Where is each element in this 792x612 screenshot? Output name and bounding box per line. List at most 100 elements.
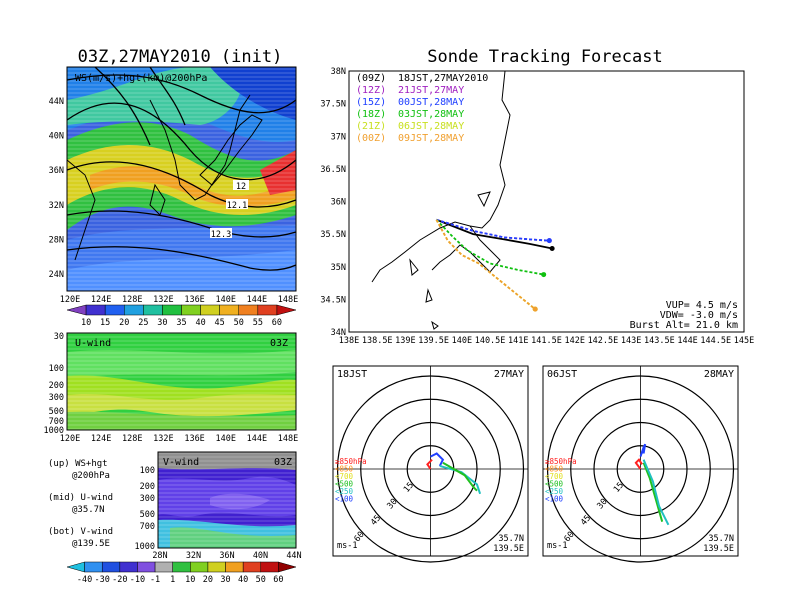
x-tick-label: 136E <box>184 434 204 444</box>
colorbar-swatch <box>257 304 278 316</box>
colorbar-swatch <box>124 304 144 316</box>
y-tick-label: 37.5N <box>320 100 346 110</box>
hodograph-trace <box>426 458 433 470</box>
x-tick-label: 142.5E <box>588 336 619 346</box>
x-tick-label: 40N <box>253 551 268 561</box>
y-tick-label: 36.5N <box>320 165 346 175</box>
x-tick-label: 128E <box>122 295 142 305</box>
legend-code: (12Z) <box>356 85 386 96</box>
level-legend-item: <250 <box>335 487 354 496</box>
v-wind-x-axis: 28N 32N 36N 40N 44N <box>152 551 301 561</box>
colorbar-swatch <box>66 304 87 316</box>
track-line <box>436 218 550 242</box>
hodograph-time: 06JST <box>547 369 577 380</box>
y-tick-label: 200 <box>140 482 155 492</box>
x-tick-label: 124E <box>91 295 111 305</box>
vup-annotation: VUP= 4.5 m/s <box>666 300 738 311</box>
note-up-2: @200hPa <box>72 471 110 481</box>
colorbar-tick-label: -30 <box>95 575 110 585</box>
track-endpoint <box>546 238 552 244</box>
level-legend-item: <250 <box>545 487 564 496</box>
y-tick-label: 36N <box>49 166 64 176</box>
x-tick-label: 143E <box>621 336 641 346</box>
v-wind-section <box>157 451 297 549</box>
y-tick-label: 34N <box>331 328 346 338</box>
colorbar-tick-label: 20 <box>119 318 129 328</box>
map-y-axis: 24N 28N 32N 36N 40N 44N <box>49 97 64 280</box>
y-tick-label: 100 <box>49 364 64 374</box>
y-tick-label: 34.5N <box>320 295 346 305</box>
map-x-axis: 120E 124E 128E 132E 136E 140E 144E 148E <box>60 295 298 305</box>
colorbar-swatch <box>143 304 163 316</box>
windspeed-colorbar: 10 15 20 25 30 35 40 45 50 55 60 <box>66 304 297 328</box>
colorbar-tick-label: 60 <box>272 318 282 328</box>
colorbar-swatch <box>172 561 191 573</box>
colorbar-tick-label: 50 <box>256 575 266 585</box>
wind-colorbar: -40 -30 -20 -10 -1 1 10 20 30 40 50 60 <box>66 561 297 585</box>
track-endpoint <box>532 306 538 312</box>
x-tick-label: 124E <box>91 434 111 444</box>
x-tick-label: 139E <box>395 336 415 346</box>
colorbar-tick-label: 20 <box>203 575 213 585</box>
x-tick-label: 32N <box>186 551 201 561</box>
level-legend-item: <850 <box>545 465 564 474</box>
colorbar-swatch <box>219 304 240 316</box>
vdw-annotation: VDW= -3.0 m/s <box>660 310 738 321</box>
colorbar-tick-label: 40 <box>195 318 205 328</box>
colorbar-swatch <box>85 304 106 316</box>
map-title: 03Z,27MAY2010 (init) <box>78 47 283 67</box>
hodograph-units: ms-1 <box>547 541 567 551</box>
y-tick-label: 32N <box>49 201 64 211</box>
colorbar-swatch <box>162 304 182 316</box>
x-tick-label: 136E <box>184 295 204 305</box>
x-tick-label: 138.5E <box>362 336 393 346</box>
x-tick-label: 140E <box>215 295 235 305</box>
y-tick-label: 100 <box>140 466 155 476</box>
x-tick-label: 28N <box>152 551 167 561</box>
hodograph-date: 28MAY <box>704 369 734 380</box>
x-tick-label: 148E <box>278 295 298 305</box>
track-endpoint <box>549 245 555 251</box>
contour-label: 12.1 <box>227 201 247 211</box>
track-endpoint <box>541 272 547 278</box>
level-legend-item: <500 <box>335 480 354 489</box>
x-tick-label: 132E <box>153 434 173 444</box>
y-tick-label: 1000 <box>44 426 64 436</box>
colorbar-tick-label: 10 <box>185 575 195 585</box>
y-tick-label: 30 <box>54 332 64 342</box>
y-tick-label: 35.5N <box>320 230 346 240</box>
x-tick-label: 140E <box>452 336 472 346</box>
y-tick-label: 44N <box>49 97 64 107</box>
legend-label: 09JST,28MAY <box>398 133 464 144</box>
tracking-x-axis: 138E 138.5E 139E 139.5E 140E 140.5E 141E 141.5E… <box>339 336 754 346</box>
colorbar-swatch <box>207 561 226 573</box>
note-mid-2: @35.7N <box>72 505 105 515</box>
hodograph-trace <box>642 459 670 526</box>
hodograph-lat: 35.7N <box>498 534 524 544</box>
legend-label: 06JST,28MAY <box>398 121 464 132</box>
track-line <box>435 219 544 276</box>
x-tick-label: 144.5E <box>700 336 731 346</box>
u-wind-title: U-wind <box>75 338 111 349</box>
hodograph-trace <box>639 443 647 457</box>
colorbar-swatch <box>278 561 297 573</box>
level-legend-item: <100 <box>545 495 564 504</box>
burst-alt-annotation: Burst Alt= 21.0 km <box>630 320 738 331</box>
x-tick-label: 148E <box>278 434 298 444</box>
x-tick-label: 128E <box>122 434 142 444</box>
y-tick-label: 200 <box>49 381 64 391</box>
y-tick-label: 40N <box>49 132 64 142</box>
u-wind-time: 03Z <box>270 338 288 349</box>
colorbar-swatch <box>225 561 244 573</box>
x-tick-label: 141.5E <box>531 336 562 346</box>
x-tick-label: 139.5E <box>418 336 449 346</box>
colorbar-tick-label: 60 <box>273 575 283 585</box>
x-tick-label: 132E <box>153 295 173 305</box>
colorbar-tick-label: -1 <box>150 575 160 585</box>
level-legend-item: ≥850hPa <box>545 457 577 466</box>
legend-code: (21Z) <box>356 121 386 132</box>
x-tick-label: 144E <box>247 295 267 305</box>
